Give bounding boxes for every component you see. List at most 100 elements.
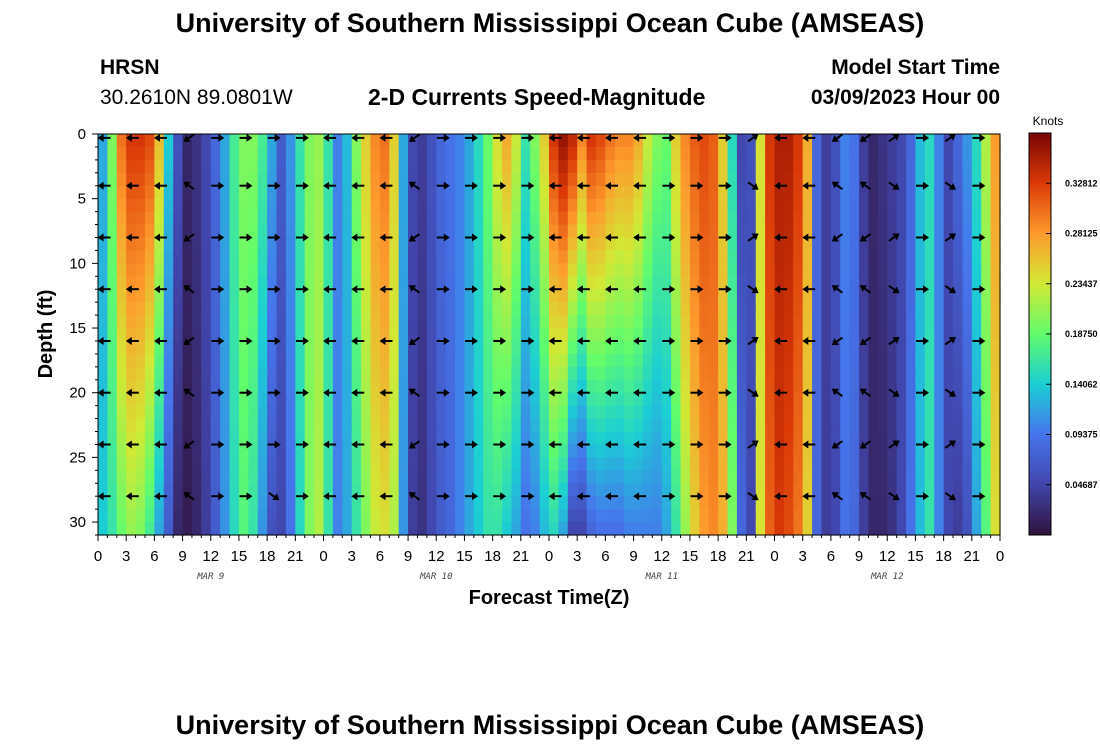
heatmap-cell [718, 509, 729, 523]
heatmap-cell [98, 405, 108, 420]
heatmap-cell [144, 237, 155, 252]
heatmap-cell [483, 172, 494, 187]
heatmap-cell [652, 418, 663, 433]
heatmap-cell [361, 211, 372, 226]
heatmap-cell [624, 302, 635, 316]
heatmap-cell [530, 418, 541, 433]
heatmap-cell [483, 483, 494, 497]
heatmap-cell [389, 263, 400, 277]
heatmap-cell [229, 470, 240, 484]
heatmap-cell [163, 457, 174, 471]
heatmap-cell [276, 353, 287, 368]
heatmap-cell [849, 134, 860, 148]
current-vector-arrow [690, 337, 704, 345]
heatmap-cell [661, 250, 672, 264]
heatmap-cell [549, 483, 559, 497]
heatmap-cell [755, 405, 766, 420]
heatmap-cell [633, 483, 644, 497]
heatmap-cell [699, 211, 710, 226]
heatmap-cell [830, 509, 841, 523]
heatmap-cell [342, 263, 353, 277]
heatmap-cell [821, 353, 832, 368]
heatmap-cell [943, 392, 954, 407]
heatmap-cell [614, 146, 625, 161]
heatmap-cell [323, 522, 334, 536]
current-vector-arrow [859, 388, 872, 397]
heatmap-cell [614, 457, 625, 471]
heatmap-cell [126, 366, 137, 381]
heatmap-cell [981, 315, 992, 329]
heatmap-cell [633, 211, 644, 226]
heatmap-cell [642, 418, 653, 433]
heatmap-cell [727, 276, 738, 290]
heatmap-cell [267, 522, 278, 536]
current-vector-arrow [183, 133, 195, 142]
current-vector-arrow [972, 337, 986, 345]
heatmap-cell [755, 211, 766, 226]
heatmap-cell [727, 146, 738, 161]
heatmap-cell [877, 263, 888, 277]
heatmap-cell [464, 302, 475, 316]
heatmap-cell [426, 211, 437, 226]
heatmap-cell [812, 302, 823, 316]
heatmap-cell [624, 159, 635, 174]
heatmap-cell [276, 159, 287, 174]
heatmap-cell [511, 353, 522, 368]
heatmap-cell [276, 444, 287, 458]
heatmap-cell [314, 431, 325, 446]
heatmap-cell [661, 134, 672, 148]
heatmap-cell [351, 340, 362, 355]
heatmap-cell [661, 315, 672, 329]
heatmap-cell [445, 379, 456, 394]
heatmap-cell [107, 457, 118, 471]
heatmap-cell [981, 379, 992, 394]
heatmap-cell [577, 522, 588, 536]
heatmap-cell [248, 405, 259, 420]
heatmap-cell [962, 276, 973, 290]
heatmap-cell [257, 405, 268, 420]
heatmap-cell [408, 172, 419, 187]
heatmap-cell [455, 470, 466, 484]
heatmap-cell [718, 172, 729, 187]
heatmap-cell [314, 276, 325, 290]
y-tick-label: 10 [69, 255, 86, 272]
heatmap-cell [708, 418, 719, 433]
heatmap-cell [154, 146, 165, 161]
heatmap-cell [699, 328, 710, 342]
heatmap-cell [708, 509, 719, 523]
heatmap-cell [887, 470, 898, 484]
current-vector-arrow [718, 285, 732, 294]
heatmap-cell [530, 470, 541, 484]
heatmap-cell [840, 353, 851, 368]
heatmap-cell [426, 315, 437, 329]
heatmap-cell [323, 366, 334, 381]
heatmap-cell [943, 250, 954, 264]
heatmap-cell [633, 418, 644, 433]
heatmap-cell [624, 250, 635, 264]
heatmap-cell [727, 340, 738, 355]
heatmap-cell [464, 496, 475, 510]
heatmap-cell [652, 211, 663, 226]
heatmap-cell [924, 263, 935, 277]
heatmap-cell [962, 172, 973, 187]
current-vector-arrow [154, 181, 167, 190]
heatmap-cell [586, 289, 597, 303]
heatmap-cell [981, 509, 992, 523]
heatmap-cell [144, 457, 155, 471]
heatmap-cell [511, 379, 522, 394]
heatmap-cell [267, 159, 278, 174]
heatmap-cell [642, 315, 653, 329]
heatmap-cell [473, 470, 484, 484]
heatmap-cell [295, 237, 306, 252]
heatmap-cell [990, 444, 1001, 458]
heatmap-cell [943, 263, 954, 277]
heatmap-cell [924, 496, 935, 510]
heatmap-cell [887, 250, 898, 264]
heatmap-cell [473, 250, 484, 264]
heatmap-cell [906, 198, 917, 213]
heatmap-cell [793, 198, 804, 213]
heatmap-cell [990, 302, 1001, 316]
current-vector-arrow [268, 491, 280, 501]
heatmap-cell [567, 509, 578, 523]
heatmap-cell [408, 470, 419, 484]
